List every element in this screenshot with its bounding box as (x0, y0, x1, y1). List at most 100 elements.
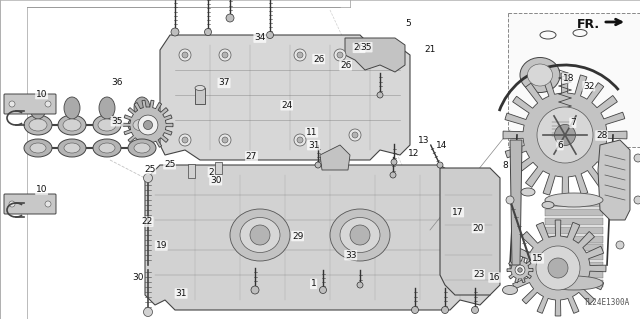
Text: 14: 14 (436, 141, 447, 150)
Ellipse shape (29, 119, 47, 131)
Text: 24: 24 (281, 101, 292, 110)
Bar (545, 244, 603, 251)
Ellipse shape (240, 218, 280, 253)
Circle shape (143, 174, 152, 182)
Text: 10: 10 (36, 185, 47, 194)
Circle shape (297, 52, 303, 58)
Circle shape (537, 107, 593, 163)
Text: 16: 16 (489, 273, 500, 282)
Text: 29: 29 (292, 232, 303, 241)
Bar (545, 253, 603, 260)
Text: 17: 17 (452, 208, 463, 217)
Circle shape (442, 307, 449, 314)
FancyBboxPatch shape (4, 194, 56, 214)
Text: 25: 25 (164, 160, 175, 169)
Circle shape (182, 52, 188, 58)
Ellipse shape (545, 276, 603, 290)
Text: 7: 7 (570, 118, 575, 127)
Text: 36: 36 (111, 78, 123, 87)
Polygon shape (507, 257, 533, 283)
Circle shape (45, 201, 51, 207)
Text: 26: 26 (340, 61, 351, 70)
Text: 13: 13 (418, 136, 429, 145)
Circle shape (437, 162, 443, 168)
Text: 30: 30 (132, 273, 143, 282)
Ellipse shape (340, 218, 380, 253)
Circle shape (222, 137, 228, 143)
Circle shape (377, 92, 383, 98)
Circle shape (319, 286, 326, 293)
Bar (215, 162, 222, 174)
Circle shape (222, 52, 228, 58)
Circle shape (350, 225, 370, 245)
Circle shape (334, 49, 346, 61)
Text: 23: 23 (473, 270, 484, 279)
Ellipse shape (30, 97, 46, 119)
Text: 8: 8 (503, 161, 508, 170)
Text: 25: 25 (144, 165, 156, 174)
Circle shape (554, 124, 575, 145)
Text: 15: 15 (532, 254, 543, 263)
Text: FR.: FR. (577, 18, 600, 31)
Polygon shape (598, 140, 630, 220)
Text: 28: 28 (596, 131, 607, 140)
Bar (188, 164, 195, 178)
Text: 35: 35 (111, 117, 123, 126)
Ellipse shape (134, 97, 150, 119)
Text: 21: 21 (424, 45, 436, 54)
Text: 31: 31 (175, 289, 187, 298)
Text: 2: 2 (209, 168, 214, 177)
Ellipse shape (521, 188, 535, 196)
Circle shape (357, 282, 363, 288)
Bar (545, 262, 603, 269)
Ellipse shape (99, 97, 115, 119)
Circle shape (412, 307, 419, 314)
Polygon shape (320, 145, 350, 170)
Circle shape (219, 49, 231, 61)
Circle shape (179, 49, 191, 61)
Polygon shape (145, 165, 490, 310)
Circle shape (143, 308, 152, 316)
Polygon shape (503, 73, 627, 197)
Circle shape (391, 159, 397, 165)
Ellipse shape (230, 209, 290, 261)
Circle shape (518, 268, 522, 272)
Bar (552, 120, 570, 140)
Polygon shape (123, 100, 173, 150)
Text: 19: 19 (156, 241, 167, 250)
Circle shape (179, 134, 191, 146)
Circle shape (390, 172, 396, 178)
Circle shape (205, 28, 211, 35)
Circle shape (138, 115, 158, 135)
Bar (545, 200, 603, 207)
Ellipse shape (24, 139, 52, 157)
Circle shape (250, 225, 270, 245)
Circle shape (352, 132, 358, 138)
Circle shape (251, 286, 259, 294)
Circle shape (143, 121, 152, 130)
FancyBboxPatch shape (508, 13, 640, 147)
Polygon shape (440, 168, 500, 295)
Ellipse shape (128, 115, 156, 135)
Text: TL24E1300A: TL24E1300A (584, 298, 630, 307)
Circle shape (45, 101, 51, 107)
Text: 31: 31 (308, 141, 319, 150)
Circle shape (506, 196, 514, 204)
Text: 18: 18 (563, 74, 574, 83)
Ellipse shape (64, 97, 80, 119)
Ellipse shape (542, 202, 554, 209)
Circle shape (548, 258, 568, 278)
Bar (545, 209, 603, 216)
Text: 6: 6 (557, 141, 563, 150)
Ellipse shape (330, 209, 390, 261)
Circle shape (536, 246, 580, 290)
Ellipse shape (99, 143, 115, 153)
Bar (545, 218, 603, 225)
Text: 33: 33 (345, 251, 356, 260)
Ellipse shape (98, 119, 116, 131)
Text: 26: 26 (313, 55, 324, 63)
Text: 30: 30 (210, 176, 221, 185)
FancyBboxPatch shape (4, 94, 56, 114)
Circle shape (472, 307, 479, 314)
Text: 26: 26 (353, 43, 365, 52)
